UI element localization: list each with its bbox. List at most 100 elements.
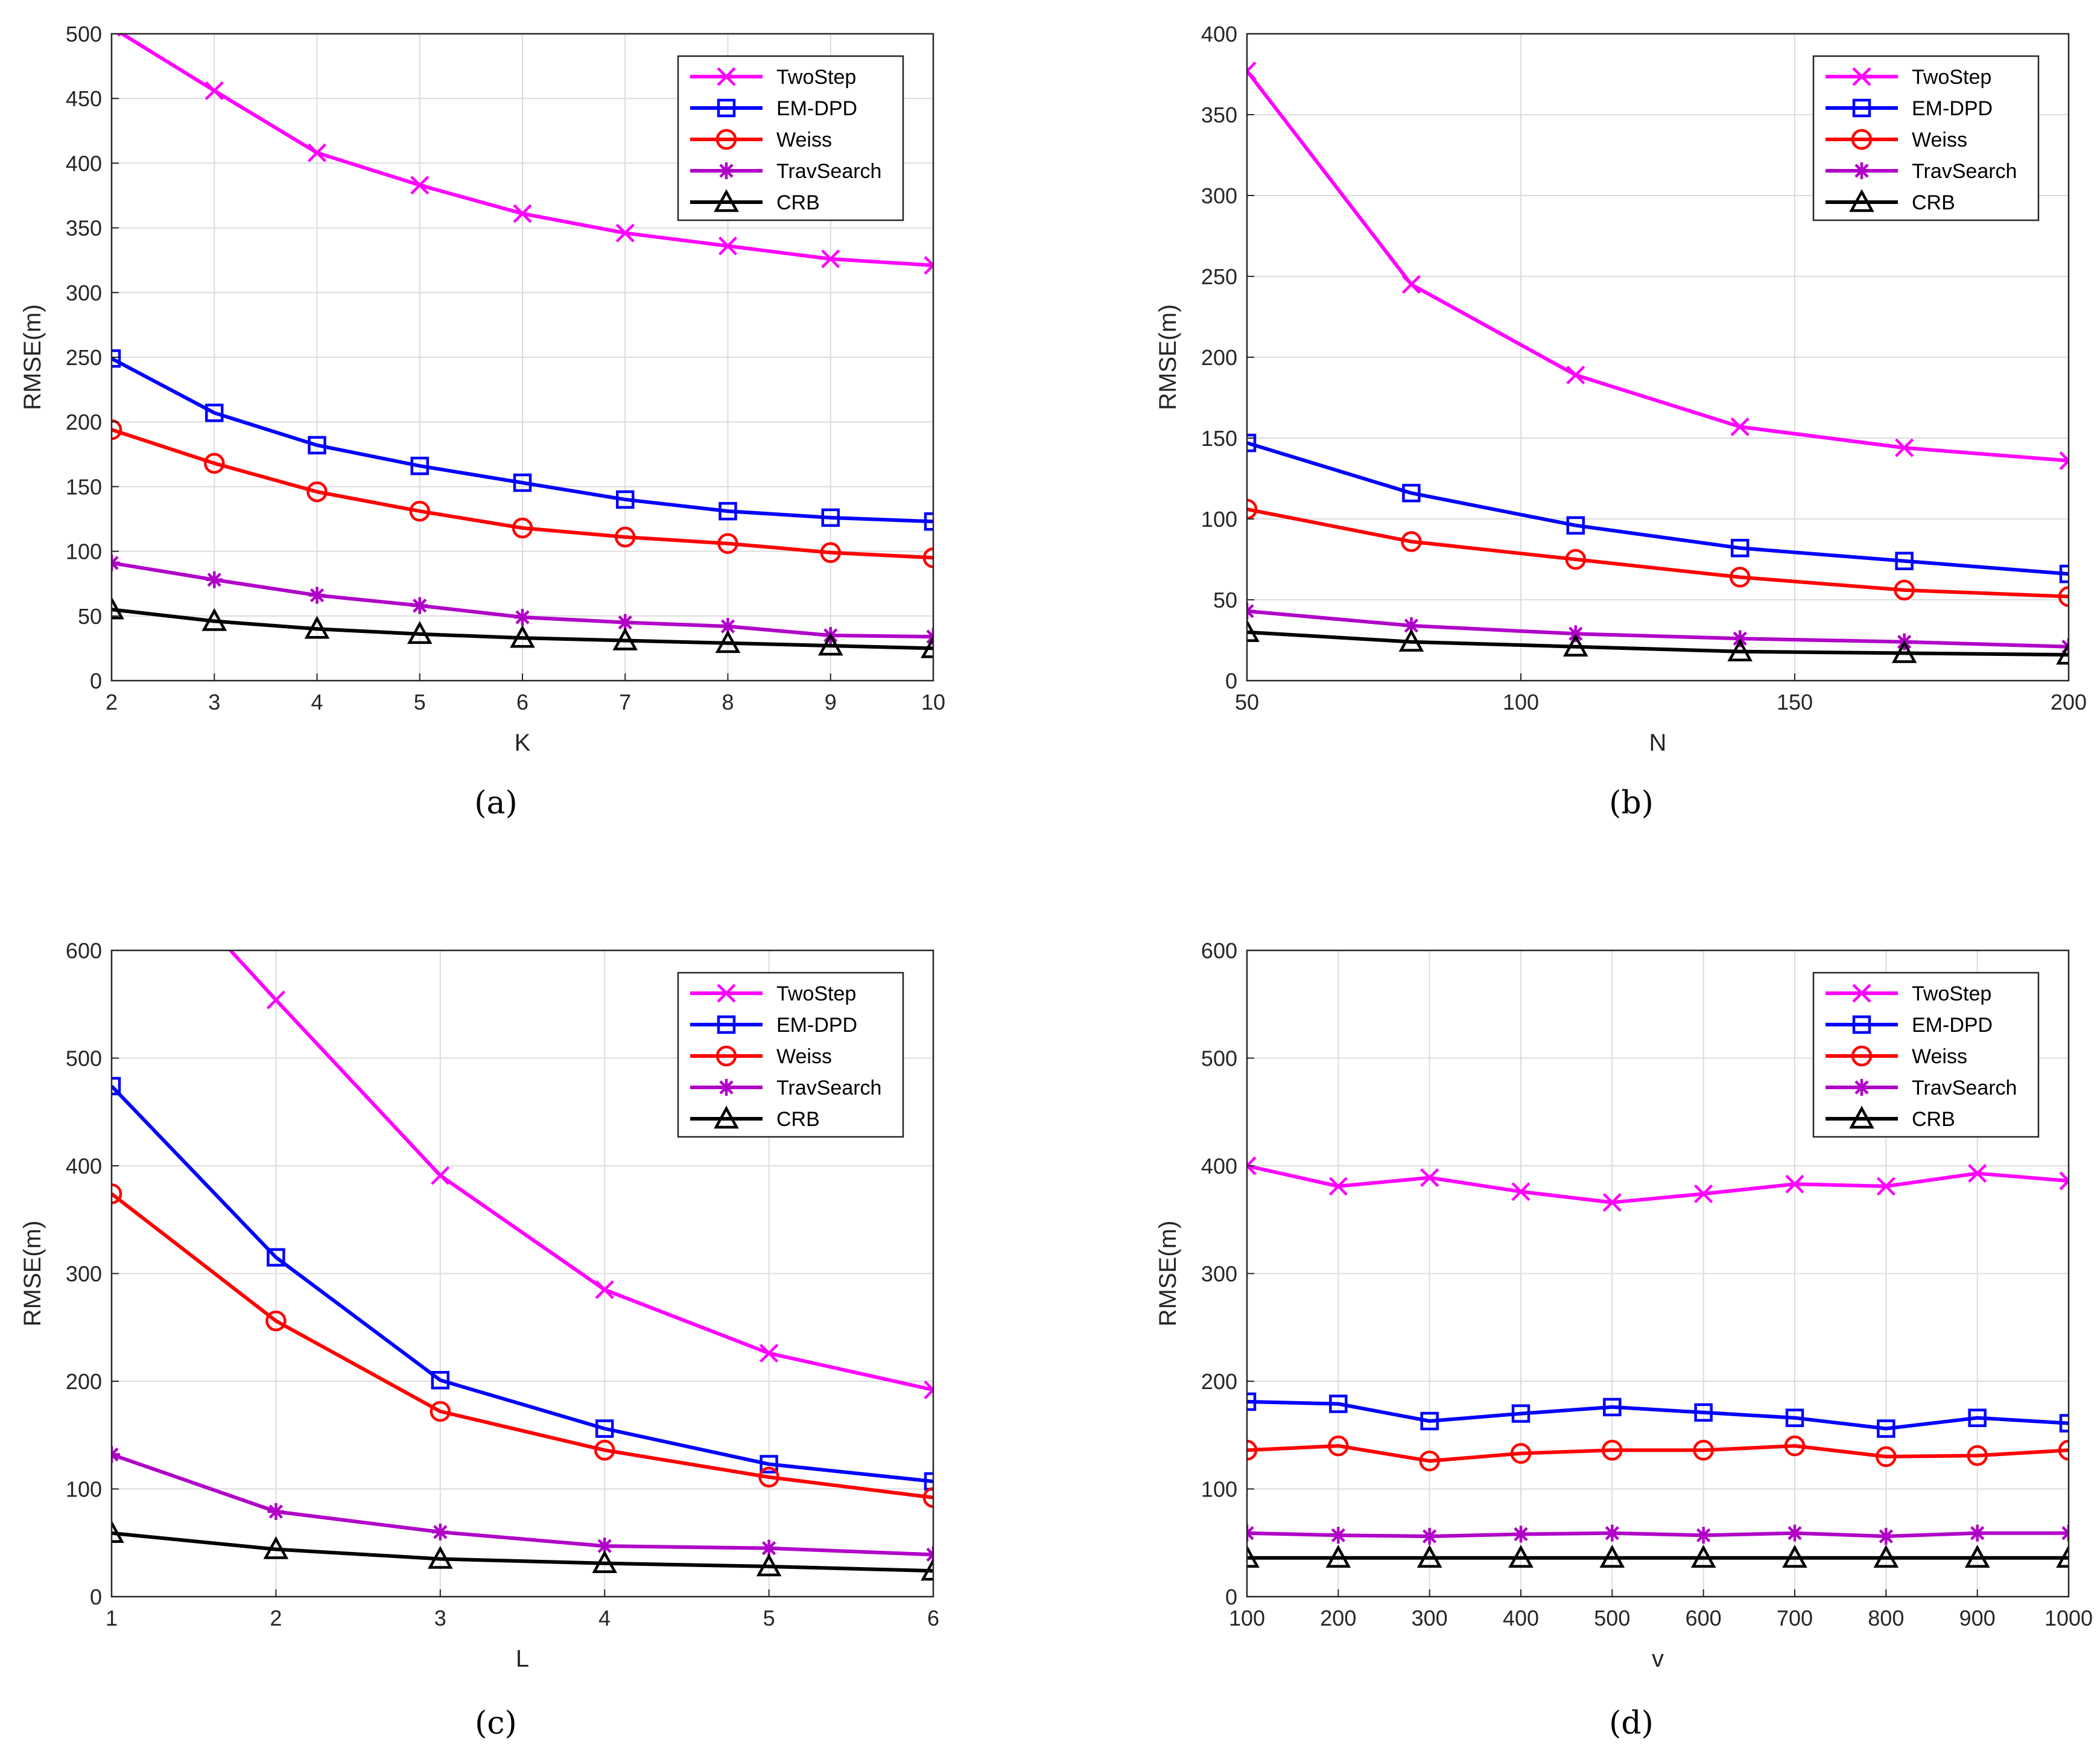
y-tick-label: 0 — [90, 1585, 102, 1609]
x-tick-label: 5 — [414, 690, 426, 714]
data-point-em-dpd — [1402, 483, 1421, 503]
data-point-weiss — [1565, 549, 1587, 570]
data-point-travsearch — [431, 1523, 449, 1541]
legend-label-crb: CRB — [776, 1108, 820, 1131]
chart-panel-a: 2 3 4 5 6 7 8 9 10050100150200250300350400450500… — [19, 22, 945, 821]
legend-entry-twostep: TwoStep — [1826, 982, 1991, 1005]
data-point-weiss — [820, 542, 841, 563]
series-line-travsearch — [1247, 1531, 2069, 1538]
data-point-travsearch — [1695, 1527, 1712, 1544]
legend-label-weiss: Weiss — [1912, 129, 1967, 151]
data-point-travsearch — [514, 608, 531, 626]
y-tick-label: 200 — [1201, 1369, 1237, 1394]
legend-marker-em-dpd — [717, 1015, 736, 1034]
data-point-twostep — [1511, 1182, 1531, 1201]
x-tick-label: 8 — [722, 690, 734, 714]
data-point-travsearch — [1877, 1528, 1895, 1545]
series-line-twostep — [227, 950, 933, 1392]
data-point-twostep — [718, 237, 738, 256]
y-tick-label: 350 — [1201, 103, 1237, 127]
legend-entry-crb: CRB — [1826, 189, 1955, 214]
data-point-crb — [201, 608, 227, 631]
data-point-travsearch — [1403, 617, 1420, 634]
data-point-twostep — [266, 990, 285, 1010]
series-crb — [1247, 619, 2069, 665]
data-point-em-dpd — [821, 508, 840, 527]
plot-area — [1247, 62, 2069, 665]
data-point-travsearch — [1512, 1525, 1529, 1543]
legend-entry-em-dpd: EM-DPD — [1826, 1014, 1993, 1037]
data-point-em-dpd — [267, 1248, 285, 1267]
data-point-travsearch — [411, 597, 428, 614]
x-tick-label: 6 — [927, 1606, 939, 1630]
data-point-crb — [510, 625, 535, 648]
data-point-weiss — [1967, 1445, 1988, 1466]
data-point-em-dpd — [112, 1077, 121, 1096]
legend-entry-travsearch: TravSearch — [1826, 160, 2017, 183]
y-tick-label: 100 — [66, 1477, 102, 1502]
series-weiss — [1247, 498, 2069, 607]
data-point-em-dpd — [1877, 1419, 1895, 1438]
x-tick-label: 200 — [2051, 690, 2087, 714]
data-point-twostep — [1247, 62, 1257, 81]
series-weiss — [112, 1183, 933, 1509]
data-point-weiss — [717, 533, 738, 554]
y-tick-label: 450 — [66, 86, 102, 111]
y-tick-label: 200 — [66, 1369, 102, 1394]
data-point-crb — [1964, 1545, 1990, 1568]
data-point-weiss — [112, 1183, 122, 1204]
data-point-em-dpd — [1694, 1403, 1713, 1422]
data-point-weiss — [1247, 498, 1258, 520]
legend-entry-weiss: Weiss — [690, 1045, 832, 1068]
data-point-travsearch — [760, 1539, 778, 1557]
legend-label-weiss: Weiss — [1912, 1045, 1967, 1068]
series-line-em-dpd — [112, 357, 933, 524]
data-point-em-dpd — [112, 349, 121, 368]
legend-entry-weiss: Weiss — [690, 129, 832, 151]
y-tick-label: 300 — [66, 281, 102, 305]
legend-entry-twostep: TwoStep — [690, 982, 856, 1005]
data-point-em-dpd — [1730, 538, 1749, 558]
y-tick-label: 0 — [1225, 669, 1237, 693]
data-point-crb — [407, 621, 433, 644]
y-tick-label: 300 — [66, 1262, 102, 1287]
y-tick-label: 400 — [66, 151, 102, 176]
data-point-crb — [715, 630, 741, 654]
data-point-twostep — [1876, 1177, 1895, 1196]
series-line-crb — [112, 1531, 933, 1573]
data-point-em-dpd — [616, 490, 635, 509]
series-em-dpd — [112, 1077, 933, 1491]
x-tick-label: 900 — [1959, 1606, 1996, 1630]
data-point-weiss — [1419, 1450, 1440, 1472]
data-point-crb — [1247, 619, 1260, 642]
series-line-weiss — [112, 1192, 933, 1500]
data-point-crb — [304, 615, 330, 639]
legend-entry-travsearch: TravSearch — [690, 1077, 881, 1099]
series-line-em-dpd — [1247, 441, 2069, 576]
legend-marker-travsearch — [718, 1079, 735, 1096]
series-line-weiss — [1247, 1444, 2069, 1463]
series-weiss — [112, 419, 933, 568]
chart-panel-c: 1 2 3 4 5 6 0 100 200 300 400 500 600 L RMSE(m) TwoStep… — [19, 938, 939, 1741]
legend-label-crb: CRB — [1912, 1108, 1955, 1131]
data-point-weiss — [922, 1487, 933, 1509]
y-tick-label: 150 — [66, 474, 102, 499]
x-tick-label: 2 — [270, 1606, 282, 1630]
x-tick-label: 1 — [106, 1606, 118, 1630]
legend: TwoStep EM-DPD Weiss TravSearch CRB — [1812, 55, 2040, 221]
data-point-twostep — [1420, 1168, 1439, 1188]
data-point-twostep — [760, 1343, 779, 1363]
legend-marker-em-dpd — [1852, 1015, 1871, 1034]
data-point-twostep — [1401, 275, 1421, 294]
data-point-weiss — [1693, 1439, 1714, 1461]
legend-marker-travsearch — [718, 162, 735, 179]
legend-entry-travsearch: TravSearch — [690, 160, 881, 183]
x-tick-label: 700 — [1777, 1606, 1813, 1630]
legend-label-travsearch: TravSearch — [1912, 160, 2017, 183]
legend-label-twostep: TwoStep — [1912, 66, 1991, 89]
x-tick-label: 1000 — [2044, 1606, 2093, 1630]
data-point-weiss — [1729, 567, 1751, 588]
data-point-twostep — [1895, 438, 1914, 457]
legend-entry-em-dpd: EM-DPD — [690, 97, 857, 120]
data-point-crb — [1891, 640, 1917, 663]
